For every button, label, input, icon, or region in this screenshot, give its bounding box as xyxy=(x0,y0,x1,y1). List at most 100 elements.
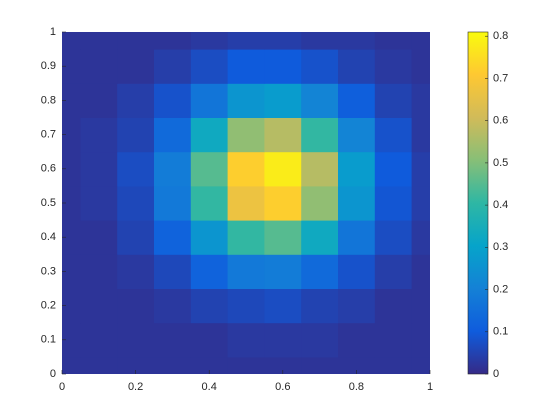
colorbar-tick-label: 0.6 xyxy=(493,115,508,127)
heat-cell xyxy=(227,32,265,50)
heat-cell xyxy=(154,117,192,153)
heat-cell xyxy=(227,220,265,255)
heat-cell xyxy=(117,49,155,84)
heat-cell xyxy=(338,83,376,118)
heat-cell xyxy=(264,356,302,374)
axes: 0 0.2 0.4 0.6 0.8 1 0 0.1 0.2 0.3 0.4 0.5 0.6 0.7 0.8 0… xyxy=(41,26,433,393)
heat-cell xyxy=(62,83,81,118)
heat-cell xyxy=(62,49,81,84)
heat-cell xyxy=(190,220,229,255)
heat-cell xyxy=(301,83,339,118)
heatmap xyxy=(62,32,430,374)
heat-cell xyxy=(190,117,229,153)
heat-cell xyxy=(338,288,376,324)
heat-cell xyxy=(411,185,430,221)
heat-cell xyxy=(80,151,118,187)
y-tick-label: 0.7 xyxy=(41,129,56,141)
heat-cell xyxy=(301,254,339,289)
heat-cell xyxy=(301,151,339,187)
heat-cell xyxy=(338,185,376,221)
heat-cell xyxy=(190,185,229,221)
heat-cell xyxy=(62,254,81,289)
x-tick-label: 0.2 xyxy=(128,381,143,393)
heat-cell xyxy=(62,117,81,153)
heat-cell xyxy=(301,288,339,324)
heat-cell xyxy=(190,288,229,324)
heat-cell xyxy=(411,117,430,153)
heat-cell xyxy=(227,356,265,374)
heat-cell xyxy=(374,117,413,153)
heat-cell xyxy=(374,356,413,374)
heat-cell xyxy=(117,322,155,358)
heat-cell xyxy=(227,49,265,84)
heat-cell xyxy=(190,254,229,289)
heat-cell xyxy=(154,220,192,255)
heat-cell xyxy=(411,288,430,324)
heat-cell xyxy=(117,254,155,289)
heat-cell xyxy=(338,356,376,374)
y-tick-label: 0 xyxy=(50,368,56,380)
heat-cell xyxy=(264,83,302,118)
heat-cell xyxy=(264,117,302,153)
heat-cell xyxy=(411,220,430,255)
heat-cell xyxy=(264,49,302,84)
heat-cell xyxy=(264,185,302,221)
heat-cell xyxy=(264,288,302,324)
heat-cell xyxy=(190,322,229,358)
heat-cell xyxy=(80,32,118,50)
heat-cell xyxy=(227,83,265,118)
heat-cell xyxy=(411,151,430,187)
x-tick-label: 0.8 xyxy=(349,381,364,393)
heat-cell xyxy=(80,254,118,289)
heat-cell xyxy=(62,356,81,374)
heat-cell xyxy=(411,83,430,118)
heat-cell xyxy=(227,254,265,289)
heat-cell xyxy=(154,151,192,187)
y-tick-label: 0.1 xyxy=(41,334,56,346)
heat-cell xyxy=(154,322,192,358)
heat-cell xyxy=(117,356,155,374)
heat-cell xyxy=(62,220,81,255)
heat-cell xyxy=(338,117,376,153)
heat-cell xyxy=(264,254,302,289)
heat-cell xyxy=(338,151,376,187)
heat-cell xyxy=(190,83,229,118)
heat-cell xyxy=(117,220,155,255)
heat-cell xyxy=(227,185,265,221)
heat-cell xyxy=(190,32,229,50)
heat-cell xyxy=(374,32,413,50)
y-tick-label: 0.9 xyxy=(41,60,56,72)
heat-cell xyxy=(301,49,339,84)
heat-cell xyxy=(62,185,81,221)
heat-cell xyxy=(80,185,118,221)
heat-cell xyxy=(301,117,339,153)
y-tick-label: 0.6 xyxy=(41,163,56,175)
colorbar-tick-label: 0.7 xyxy=(493,72,508,84)
heat-cell xyxy=(338,32,376,50)
heat-cell xyxy=(154,356,192,374)
heat-cell xyxy=(154,288,192,324)
heat-cell xyxy=(117,185,155,221)
heat-cell xyxy=(80,220,118,255)
heat-cell xyxy=(80,322,118,358)
heat-cell xyxy=(301,32,339,50)
heat-cell xyxy=(190,151,229,187)
colorbar-tick-label: 0.8 xyxy=(493,30,508,42)
heat-cell xyxy=(117,117,155,153)
heat-cell xyxy=(154,254,192,289)
heat-cell xyxy=(154,185,192,221)
heat-cell xyxy=(62,322,81,358)
heat-cell xyxy=(374,49,413,84)
x-tick-label: 0 xyxy=(59,381,65,393)
heat-cell xyxy=(227,288,265,324)
heat-cell xyxy=(117,83,155,118)
heat-cell xyxy=(338,220,376,255)
colorbar-tick-label: 0.4 xyxy=(493,199,508,211)
heat-cell xyxy=(374,322,413,358)
heat-cell xyxy=(117,288,155,324)
heat-cell xyxy=(411,254,430,289)
heat-cell xyxy=(411,356,430,374)
heat-cell xyxy=(154,32,192,50)
colorbar-tick-label: 0 xyxy=(493,368,499,380)
